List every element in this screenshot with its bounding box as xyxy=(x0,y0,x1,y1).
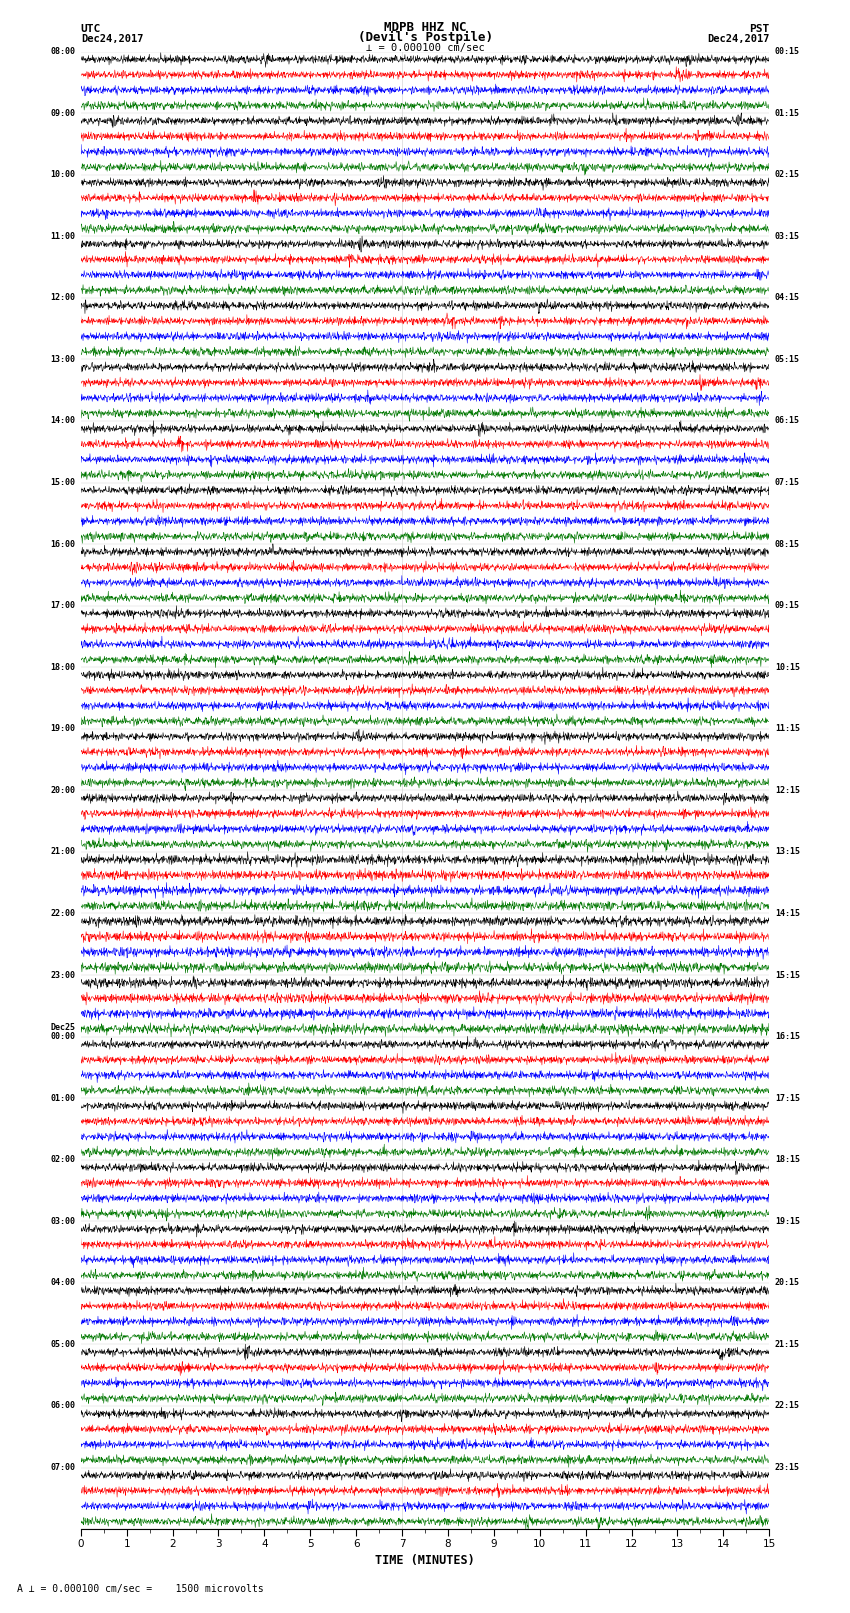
Text: 05:00: 05:00 xyxy=(50,1340,76,1348)
Text: 06:00: 06:00 xyxy=(50,1402,76,1410)
Text: 15:00: 15:00 xyxy=(50,477,76,487)
Text: Dec24,2017: Dec24,2017 xyxy=(706,34,769,44)
Text: 20:15: 20:15 xyxy=(774,1279,800,1287)
Text: 04:15: 04:15 xyxy=(774,294,800,302)
Text: 00:00: 00:00 xyxy=(50,1032,76,1040)
Text: 04:00: 04:00 xyxy=(50,1279,76,1287)
Text: ⊥ = 0.000100 cm/sec: ⊥ = 0.000100 cm/sec xyxy=(366,44,484,53)
Text: 10:15: 10:15 xyxy=(774,663,800,671)
Text: MDPB HHZ NC: MDPB HHZ NC xyxy=(383,21,467,34)
Text: 09:15: 09:15 xyxy=(774,602,800,610)
Text: 03:00: 03:00 xyxy=(50,1216,76,1226)
Text: 19:15: 19:15 xyxy=(774,1216,800,1226)
Text: 01:00: 01:00 xyxy=(50,1094,76,1103)
Text: 21:00: 21:00 xyxy=(50,847,76,857)
Text: 11:00: 11:00 xyxy=(50,232,76,240)
Text: 12:00: 12:00 xyxy=(50,294,76,302)
Text: 13:15: 13:15 xyxy=(774,847,800,857)
Text: 07:00: 07:00 xyxy=(50,1463,76,1473)
Text: 21:15: 21:15 xyxy=(774,1340,800,1348)
Text: Dec24,2017: Dec24,2017 xyxy=(81,34,144,44)
Text: 15:15: 15:15 xyxy=(774,971,800,979)
Text: 18:00: 18:00 xyxy=(50,663,76,671)
Text: 07:15: 07:15 xyxy=(774,477,800,487)
Text: 17:15: 17:15 xyxy=(774,1094,800,1103)
Text: 01:15: 01:15 xyxy=(774,108,800,118)
Text: 11:15: 11:15 xyxy=(774,724,800,734)
Text: 17:00: 17:00 xyxy=(50,602,76,610)
Text: 00:15: 00:15 xyxy=(774,47,800,56)
Text: 06:15: 06:15 xyxy=(774,416,800,426)
Text: 19:00: 19:00 xyxy=(50,724,76,734)
Text: 23:00: 23:00 xyxy=(50,971,76,979)
Text: 18:15: 18:15 xyxy=(774,1155,800,1165)
Text: 08:15: 08:15 xyxy=(774,540,800,548)
Text: 22:15: 22:15 xyxy=(774,1402,800,1410)
Text: 16:15: 16:15 xyxy=(774,1032,800,1040)
Text: 13:00: 13:00 xyxy=(50,355,76,365)
Text: 20:00: 20:00 xyxy=(50,786,76,795)
X-axis label: TIME (MINUTES): TIME (MINUTES) xyxy=(375,1555,475,1568)
Text: 02:15: 02:15 xyxy=(774,171,800,179)
Text: 12:15: 12:15 xyxy=(774,786,800,795)
Text: 22:00: 22:00 xyxy=(50,910,76,918)
Text: 02:00: 02:00 xyxy=(50,1155,76,1165)
Text: UTC: UTC xyxy=(81,24,101,34)
Text: A ⊥ = 0.000100 cm/sec =    1500 microvolts: A ⊥ = 0.000100 cm/sec = 1500 microvolts xyxy=(17,1584,264,1594)
Text: 09:00: 09:00 xyxy=(50,108,76,118)
Text: 14:15: 14:15 xyxy=(774,910,800,918)
Text: 05:15: 05:15 xyxy=(774,355,800,365)
Text: PST: PST xyxy=(749,24,769,34)
Text: 16:00: 16:00 xyxy=(50,540,76,548)
Text: 03:15: 03:15 xyxy=(774,232,800,240)
Text: 10:00: 10:00 xyxy=(50,171,76,179)
Text: 08:00: 08:00 xyxy=(50,47,76,56)
Text: 14:00: 14:00 xyxy=(50,416,76,426)
Text: (Devil's Postpile): (Devil's Postpile) xyxy=(358,31,492,44)
Text: 23:15: 23:15 xyxy=(774,1463,800,1473)
Text: Dec25: Dec25 xyxy=(50,1023,76,1032)
